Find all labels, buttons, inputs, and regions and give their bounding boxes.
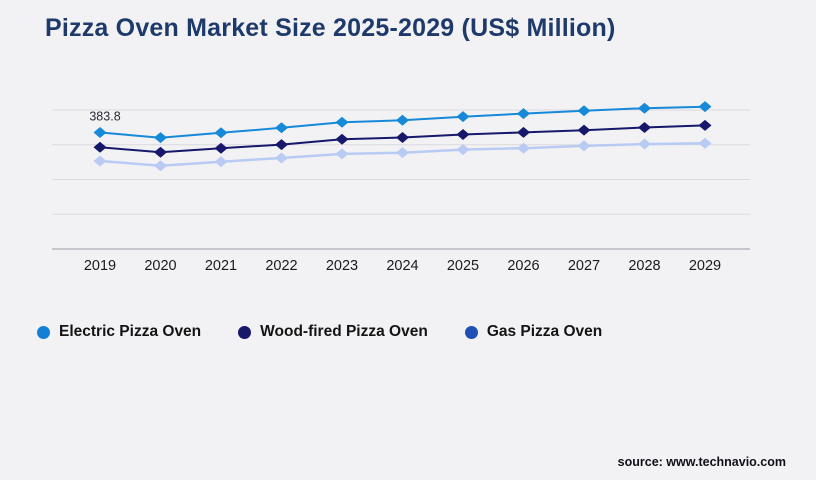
page-title: Pizza Oven Market Size 2025-2029 (US$ Mi…: [45, 14, 616, 42]
svg-text:2028: 2028: [628, 258, 660, 274]
svg-text:2020: 2020: [144, 258, 176, 274]
legend-item-wood-fired-pizza-oven[interactable]: Wood-fired Pizza Oven: [238, 323, 428, 341]
svg-text:2029: 2029: [689, 258, 721, 274]
data-point: [638, 102, 651, 114]
data-point: [154, 160, 167, 172]
svg-text:2025: 2025: [447, 258, 479, 274]
data-point: [335, 148, 349, 160]
series-gas-pizza-oven: [93, 137, 712, 172]
data-point: [577, 124, 591, 136]
data-point: [638, 122, 651, 134]
data-point: [275, 122, 288, 134]
series-wood-fired-pizza-oven: [93, 119, 712, 158]
data-point: [214, 156, 228, 168]
data-point: [214, 127, 228, 139]
data-point: [214, 142, 228, 154]
legend-label-gas: Gas Pizza Oven: [486, 323, 603, 340]
data-point: [456, 144, 470, 156]
svg-text:2026: 2026: [507, 258, 539, 274]
data-point: [698, 137, 712, 149]
market-size-line-chart: 2019 2020 2021 2022 2023 2024 2025 2026 2027 2028…: [52, 101, 750, 274]
data-point: [698, 119, 712, 131]
data-point: [456, 111, 470, 123]
legend-item-electric-pizza-oven[interactable]: Electric Pizza Oven: [37, 323, 201, 341]
data-point: [638, 138, 651, 150]
data-point: [335, 133, 349, 145]
data-point: [698, 101, 712, 113]
series-electric-pizza-oven: [93, 101, 712, 144]
x-axis-labels: 2019 2020 2021 2022 2023 2024 2025 2026 2027 2028…: [84, 258, 721, 274]
legend-item-gas-pizza-oven[interactable]: Gas Pizza Oven: [464, 323, 603, 341]
data-point-label: 383.8: [89, 110, 120, 124]
data-point: [577, 140, 591, 152]
data-point: [335, 116, 349, 128]
data-point: [396, 147, 409, 159]
svg-text:2021: 2021: [205, 258, 237, 274]
legend-marker-electric-icon: [37, 325, 50, 339]
data-point: [154, 146, 167, 158]
data-point: [396, 132, 409, 144]
legend-marker-gas-icon: [464, 325, 478, 339]
svg-text:2019: 2019: [84, 258, 116, 274]
svg-text:2024: 2024: [386, 258, 418, 274]
source-attribution: source: www.technavio.com: [617, 455, 786, 469]
svg-text:2022: 2022: [265, 258, 297, 274]
legend-label-electric: Electric Pizza Oven: [59, 323, 202, 340]
data-point: [396, 114, 409, 126]
data-point: [456, 128, 470, 140]
data-point: [275, 152, 288, 164]
data-point: [154, 132, 167, 144]
legend-label-wood-fired: Wood-fired Pizza Oven: [260, 323, 428, 340]
chart-legend: Electric Pizza Oven Wood-fired Pizza Ove…: [37, 323, 602, 341]
data-point: [275, 139, 288, 151]
svg-text:2027: 2027: [568, 258, 600, 274]
data-point: [93, 127, 107, 139]
data-point: [517, 142, 530, 154]
legend-marker-wood-fired-icon: [238, 325, 252, 339]
data-point: [93, 155, 107, 167]
svg-text:2023: 2023: [326, 258, 358, 274]
data-point: [577, 105, 591, 117]
data-point: [517, 126, 530, 138]
gridlines: [52, 109, 750, 250]
data-point: [93, 141, 107, 153]
data-point: [517, 108, 530, 120]
